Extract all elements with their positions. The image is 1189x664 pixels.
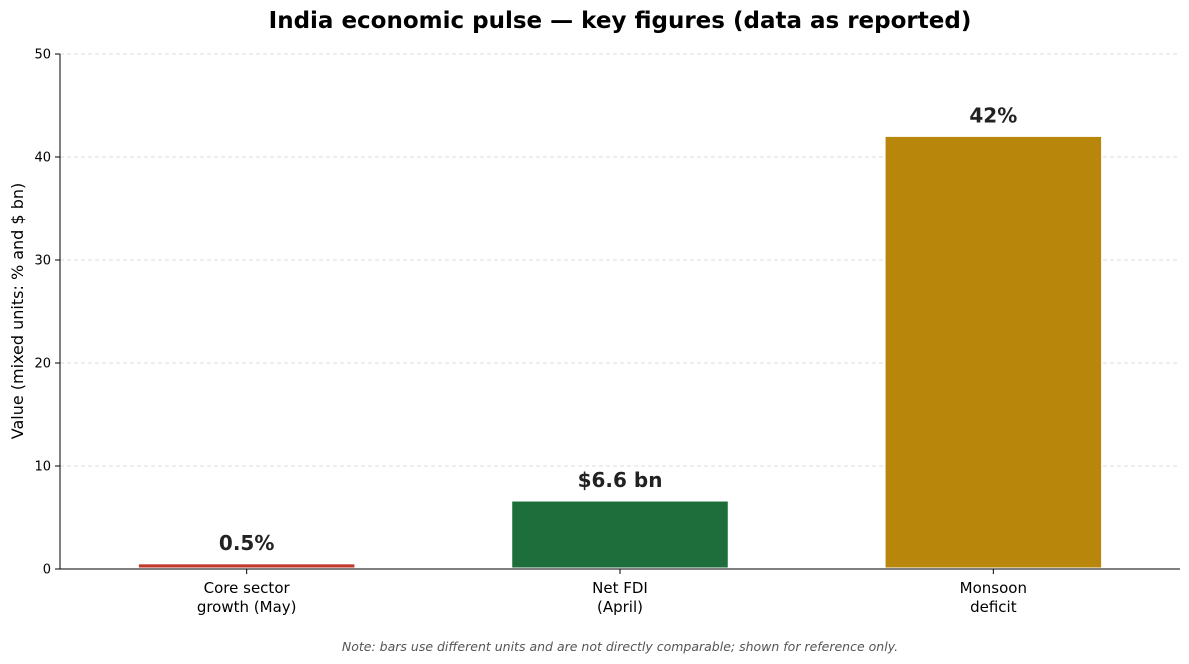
x-tick-label-line: (April) xyxy=(597,598,643,616)
x-tick-label-line: Monsoon xyxy=(960,579,1027,597)
bar-data-label: $6.6 bn xyxy=(578,468,663,492)
bar-data-label: 0.5% xyxy=(219,531,274,555)
x-tick-label-line: Net FDI xyxy=(592,579,648,597)
y-tick-label: 10 xyxy=(34,460,51,475)
y-tick-label: 0 xyxy=(43,563,51,578)
y-tick-label: 40 xyxy=(34,151,51,166)
x-tick-label: Core sector growth (May) xyxy=(197,579,297,616)
axes-layer: 0 10 20 30 40 50 Core sector growth (May) Net FD… xyxy=(34,48,1180,616)
bar-2 xyxy=(884,135,1103,569)
y-tick-label: 20 xyxy=(34,357,51,372)
x-tick-label-line: deficit xyxy=(970,598,1017,616)
chart-note: Note: bars use different units and are n… xyxy=(342,639,898,654)
x-tick-label-line: Core sector xyxy=(204,579,291,597)
y-axis-label: Value (mixed units: % and $ bn) xyxy=(8,183,27,439)
y-tick-label: 50 xyxy=(34,48,51,63)
labels-layer: 0.5% $6.6 bn 42% xyxy=(219,103,1017,554)
bars-layer xyxy=(137,135,1103,569)
bar-0 xyxy=(137,563,356,569)
x-tick-label: Monsoon deficit xyxy=(960,579,1027,616)
x-tick-label: Net FDI (April) xyxy=(592,579,648,616)
bar-1 xyxy=(511,500,729,569)
chart-title: India economic pulse — key figures (data… xyxy=(269,8,972,34)
bar-data-label: 42% xyxy=(969,103,1017,127)
x-tick-label-line: growth (May) xyxy=(197,598,297,616)
y-tick-label: 30 xyxy=(34,254,51,269)
